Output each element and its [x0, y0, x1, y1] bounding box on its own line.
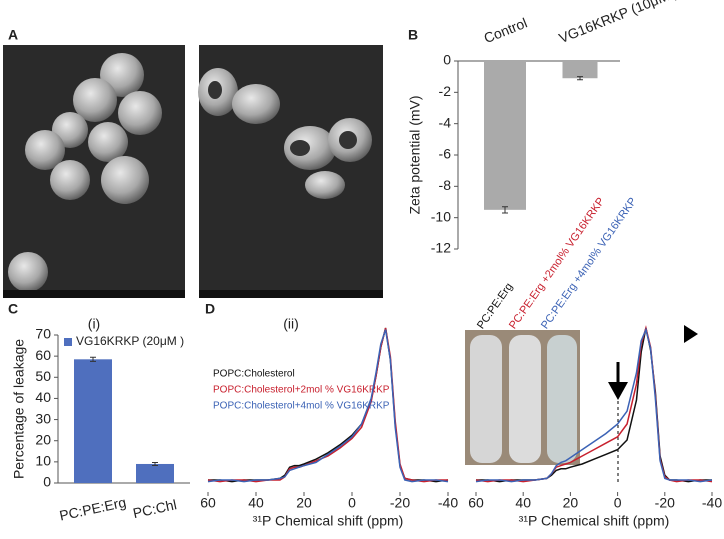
x-tick-label: 40	[248, 495, 264, 511]
error-bar	[577, 76, 583, 81]
x-tick-label: Control	[482, 14, 530, 46]
arrow-head	[608, 382, 628, 400]
x-tick-label: PC:PE:Erg	[58, 494, 128, 524]
x-tick-label: 20	[296, 495, 312, 511]
spectrum-line	[475, 327, 713, 483]
y-tick-label: -12	[431, 240, 451, 256]
x-axis-label: ³¹P Chemical shift (ppm)	[519, 513, 670, 529]
x-tick-label: 60	[200, 495, 216, 511]
x-tick-label: 0	[614, 495, 622, 511]
legend-label: VG16KRKP (20μM )	[76, 334, 184, 348]
panel-label: D	[205, 301, 215, 317]
error-bar	[90, 356, 96, 362]
x-tick-label: -40	[702, 495, 722, 511]
x-tick-label: 60	[468, 495, 484, 511]
panel-label: C	[8, 301, 18, 317]
x-axis-label: ³¹P Chemical shift (ppm)	[253, 513, 404, 529]
panel-label: B	[408, 27, 418, 43]
y-axis-label: Percentage of leakage	[11, 339, 27, 479]
bar	[74, 359, 112, 483]
image-caption: (ii)	[283, 316, 299, 332]
legend-swatch	[64, 338, 72, 346]
legend-label: POPC:Cholesterol+4mol % VG16KRKP	[213, 401, 390, 412]
y-tick-label: -6	[439, 146, 452, 162]
sem-image-ii	[198, 45, 383, 298]
y-tick-label: -10	[431, 208, 451, 224]
x-tick-label: -40	[438, 495, 458, 511]
spectrum-line	[207, 329, 449, 483]
arrowhead-marker	[684, 325, 698, 343]
y-tick-label: -8	[439, 177, 452, 193]
y-tick-label: 0	[443, 52, 451, 68]
bar	[136, 463, 174, 483]
x-tick-label: 0	[348, 495, 356, 511]
x-tick-label: 40	[515, 495, 531, 511]
error-bar	[152, 461, 158, 466]
y-tick-label: 10	[35, 453, 51, 469]
y-tick-label: 30	[35, 410, 51, 426]
y-tick-label: 50	[35, 368, 51, 384]
bar	[562, 61, 598, 79]
error-bar	[502, 206, 508, 214]
y-tick-label: -2	[439, 83, 452, 99]
y-tick-label: 60	[35, 347, 51, 363]
x-tick-label: 20	[563, 495, 579, 511]
legend-label: POPC:Cholesterol	[213, 369, 295, 380]
y-tick-label: -4	[439, 114, 452, 130]
y-tick-label: 20	[35, 431, 51, 447]
panel-label: A	[8, 27, 18, 43]
sem-image-i	[3, 45, 185, 298]
tube-photo	[465, 330, 580, 465]
y-tick-label: 40	[35, 389, 51, 405]
x-tick-label: VG16KRKP (10μM )	[557, 0, 680, 46]
legend-label: POPC:Cholesterol+2mol % VG16KRKP	[213, 385, 390, 396]
x-tick-label: PC:Chl	[131, 496, 178, 521]
x-tick-label: -20	[390, 495, 410, 511]
bar	[484, 61, 526, 210]
y-tick-label: 0	[43, 474, 51, 490]
x-tick-label: -20	[655, 495, 675, 511]
y-tick-label: 70	[35, 326, 51, 342]
image-caption: (i)	[88, 316, 100, 332]
y-axis-label: Zeta potential (mV)	[407, 95, 423, 214]
